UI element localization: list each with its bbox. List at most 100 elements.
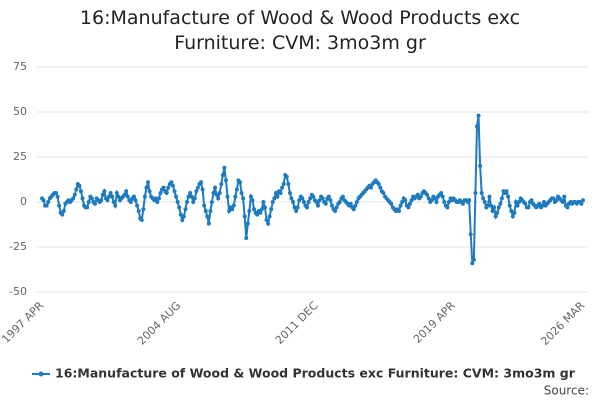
point — [146, 180, 151, 185]
point — [174, 194, 179, 199]
point — [188, 191, 193, 195]
point — [442, 200, 447, 204]
point — [102, 189, 107, 194]
point — [219, 182, 224, 186]
point — [493, 214, 498, 219]
point — [116, 194, 121, 199]
point — [248, 194, 253, 199]
point — [186, 194, 191, 199]
point — [169, 180, 174, 185]
point — [124, 189, 129, 194]
point — [348, 201, 353, 206]
point — [551, 196, 556, 201]
point — [432, 196, 437, 201]
point — [209, 200, 214, 204]
point — [287, 191, 292, 195]
point — [155, 200, 160, 204]
point — [425, 192, 430, 197]
point — [526, 205, 531, 210]
x-tick-label: 2004 AUG — [135, 299, 184, 348]
point — [439, 191, 444, 195]
point — [86, 200, 91, 204]
point — [306, 200, 311, 204]
point — [252, 207, 257, 212]
point — [222, 165, 227, 170]
point — [297, 198, 302, 203]
point — [158, 191, 163, 195]
point — [278, 191, 283, 195]
point — [406, 205, 411, 210]
point — [105, 198, 110, 203]
point — [214, 192, 219, 197]
point — [301, 200, 306, 204]
point — [144, 185, 149, 190]
point — [225, 194, 230, 199]
point — [291, 200, 296, 204]
point — [275, 194, 280, 199]
y-tick-label: -25 — [9, 240, 27, 253]
point — [189, 194, 194, 199]
point — [172, 189, 177, 194]
point — [305, 205, 310, 210]
point — [54, 191, 59, 195]
point — [504, 189, 509, 194]
point — [80, 196, 85, 201]
point — [180, 218, 185, 222]
legend-label: 16:Manufacture of Wood & Wood Products e… — [55, 366, 576, 381]
point — [202, 203, 207, 208]
point — [529, 198, 534, 203]
point — [490, 209, 495, 213]
y-tick-label: 0 — [20, 195, 27, 208]
point — [55, 194, 60, 199]
point — [262, 205, 267, 210]
point — [178, 212, 183, 217]
chart-title: 16:Manufacture of Wood & Wood Products e… — [79, 7, 521, 54]
point — [471, 257, 476, 262]
point — [122, 192, 127, 197]
point — [487, 194, 492, 199]
point — [220, 173, 225, 177]
point — [184, 200, 189, 204]
point — [199, 180, 204, 185]
point — [329, 203, 334, 208]
point — [261, 200, 266, 204]
point — [255, 212, 260, 217]
point — [337, 200, 342, 204]
point — [273, 191, 278, 195]
point — [192, 196, 197, 201]
point — [542, 200, 547, 204]
point — [562, 194, 567, 199]
point — [177, 205, 182, 210]
point — [164, 191, 169, 195]
point — [581, 198, 585, 203]
point — [300, 196, 305, 201]
point — [107, 194, 112, 199]
point — [398, 203, 403, 208]
point — [266, 221, 271, 226]
point — [223, 178, 228, 183]
point — [467, 198, 472, 203]
point — [227, 209, 232, 213]
legend-marker — [38, 371, 44, 377]
point — [445, 205, 450, 210]
point — [400, 200, 405, 204]
point — [523, 201, 528, 206]
point — [381, 191, 386, 195]
point — [46, 200, 51, 204]
point — [315, 203, 320, 208]
y-tick-label: 50 — [13, 105, 27, 118]
x-tick-label: 2011 DEC — [273, 299, 321, 347]
point — [507, 203, 512, 208]
point — [554, 198, 559, 203]
point — [510, 214, 515, 219]
point — [317, 198, 322, 203]
point — [446, 200, 451, 204]
point — [61, 209, 66, 213]
point — [272, 196, 277, 201]
point — [333, 209, 338, 213]
point — [326, 194, 331, 199]
point — [161, 185, 166, 190]
point — [407, 201, 412, 206]
point — [280, 185, 285, 190]
point — [308, 196, 313, 201]
